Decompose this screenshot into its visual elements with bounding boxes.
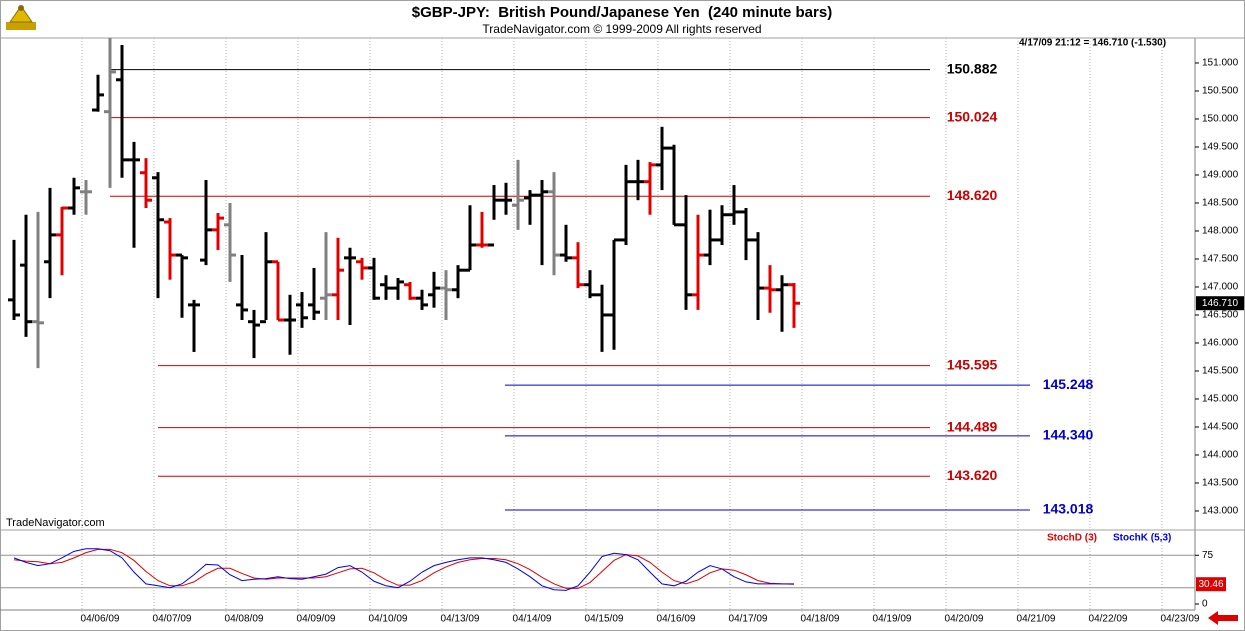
y-tick-label: 0 bbox=[1202, 599, 1208, 610]
y-tick-label: 144.000 bbox=[1202, 450, 1239, 461]
y-tick-label: 149.000 bbox=[1202, 170, 1239, 181]
y-tick-label: 150.500 bbox=[1202, 86, 1239, 97]
stoch-line bbox=[13, 548, 795, 589]
x-tick-label: 04/21/09 bbox=[1017, 614, 1056, 625]
y-tick-label: 146.500 bbox=[1202, 310, 1239, 321]
level-label: 148.620 bbox=[947, 187, 998, 203]
info-label: 4/17/09 21:12 = 146.710 (-1.530) bbox=[1019, 38, 1166, 49]
y-tick-label: 148.000 bbox=[1202, 226, 1239, 237]
y-tick-label: 145.000 bbox=[1202, 394, 1239, 405]
y-tick-label: 146.000 bbox=[1202, 338, 1239, 349]
x-tick-label: 04/09/09 bbox=[297, 614, 336, 625]
x-tick-label: 04/22/09 bbox=[1089, 614, 1128, 625]
logo bbox=[6, 5, 36, 30]
stoch-line bbox=[13, 548, 794, 591]
level-label: 143.018 bbox=[1043, 501, 1094, 517]
x-tick-label: 04/13/09 bbox=[441, 614, 480, 625]
level-label: 143.620 bbox=[947, 467, 998, 483]
legend-entry: StochK (5,3) bbox=[1113, 533, 1171, 544]
y-tick-label: 151.000 bbox=[1202, 58, 1239, 69]
x-tick-label: 04/19/09 bbox=[873, 614, 912, 625]
last-price-box bbox=[1196, 296, 1244, 311]
x-tick-label: 04/15/09 bbox=[585, 614, 624, 625]
y-tick-label: 143.500 bbox=[1202, 478, 1239, 489]
chart-subtitle: TradeNavigator.com © 1999-2009 All right… bbox=[482, 22, 761, 36]
x-tick-label: 04/16/09 bbox=[657, 614, 696, 625]
y-tick-label: 147.000 bbox=[1202, 282, 1239, 293]
last-price-label: 146.710 bbox=[1202, 298, 1239, 309]
y-tick-label: 150.000 bbox=[1202, 114, 1239, 125]
y-tick-label: 147.500 bbox=[1202, 254, 1239, 265]
last-value-box bbox=[1196, 577, 1226, 592]
y-tick-label: 143.000 bbox=[1202, 506, 1239, 517]
level-label: 144.340 bbox=[1043, 427, 1094, 443]
last-value-label: 30.46 bbox=[1198, 579, 1223, 590]
x-tick-label: 04/08/09 bbox=[225, 614, 264, 625]
y-tick-label: 144.500 bbox=[1202, 422, 1239, 433]
y-tick-label: 148.500 bbox=[1202, 198, 1239, 209]
level-label: 145.595 bbox=[947, 356, 998, 372]
legend-entry: StochD (3) bbox=[1047, 533, 1097, 544]
y-tick-label: 75 bbox=[1202, 550, 1214, 561]
scroll-arrow[interactable] bbox=[1208, 611, 1238, 625]
level-label: 145.248 bbox=[1043, 376, 1094, 392]
x-tick-label: 04/18/09 bbox=[801, 614, 840, 625]
x-tick-label: 04/17/09 bbox=[729, 614, 768, 625]
level-label: 150.024 bbox=[947, 108, 998, 124]
y-tick-label: 145.500 bbox=[1202, 366, 1239, 377]
watermark: TradeNavigator.com bbox=[6, 517, 105, 529]
level-label: 144.489 bbox=[947, 418, 998, 434]
x-tick-label: 04/20/09 bbox=[945, 614, 984, 625]
x-tick-label: 04/10/09 bbox=[369, 614, 408, 625]
x-tick-label: 04/07/09 bbox=[153, 614, 192, 625]
x-tick-label: 04/14/09 bbox=[513, 614, 552, 625]
x-tick-label: 04/23/09 bbox=[1161, 614, 1200, 625]
x-tick-label: 04/06/09 bbox=[81, 614, 120, 625]
chart-title: $GBP-JPY: British Pound/Japanese Yen (24… bbox=[412, 4, 832, 21]
level-label: 150.882 bbox=[947, 60, 998, 76]
y-tick-label: 149.500 bbox=[1202, 142, 1239, 153]
